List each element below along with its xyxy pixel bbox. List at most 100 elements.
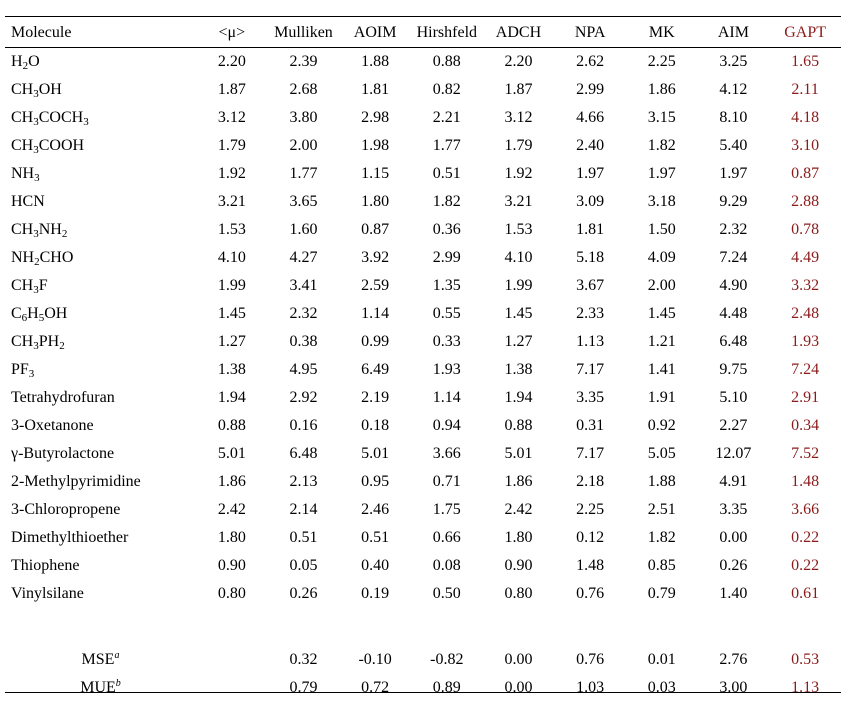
- charge-dipole-table: Molecule <μ> Mulliken AOIM Hirshfeld ADCH NPA M…: [5, 18, 841, 702]
- table-cell: 3.18: [647, 193, 676, 210]
- table-cell: 1.81: [576, 221, 605, 238]
- table-cell: 3.66: [791, 501, 820, 518]
- table-cell: 4.48: [719, 305, 748, 322]
- table-cell: 1.80: [504, 529, 533, 546]
- table-cell: 0.00: [719, 529, 748, 546]
- table-cell: 5.40: [719, 137, 748, 154]
- table-row: CH3F 1.99 3.41 2.59 1.35 1.99 3.67 2.00 4.90 3.32: [5, 272, 841, 300]
- table-cell: 1.93: [432, 361, 461, 378]
- table-cell: 2.59: [361, 277, 390, 294]
- table-cell: 0.71: [432, 473, 461, 490]
- table-row: CH3NH2 1.53 1.60 0.87 0.36 1.53 1.81 1.50 2.32 0.…: [5, 216, 841, 244]
- table-cell: 1.92: [504, 165, 533, 182]
- table-cell: 2.27: [719, 417, 748, 434]
- molecule-name: CH3NH2: [5, 216, 196, 244]
- table-cell: 8.10: [719, 109, 748, 126]
- table-cell: 0.90: [504, 557, 533, 574]
- table-cell: 4.12: [719, 81, 748, 98]
- table-cell: 0.18: [361, 417, 390, 434]
- table-cell: 5.18: [576, 249, 605, 266]
- table-cell: 3.92: [361, 249, 390, 266]
- table-cell: 2.92: [289, 389, 318, 406]
- table-cell: 1.88: [647, 473, 676, 490]
- table-cell: 2.19: [361, 389, 390, 406]
- molecule-name: NH3: [5, 160, 196, 188]
- table-row: γ-Butyrolactone 5.01 6.48 5.01 3.66 5.01 7.17 5…: [5, 440, 841, 468]
- table-cell: 3.32: [791, 277, 820, 294]
- table-row: CH3COCH3 3.12 3.80 2.98 2.21 3.12 4.66 3.15 8.10…: [5, 104, 841, 132]
- table-cell: 0.94: [432, 417, 461, 434]
- table-row: HCN 3.21 3.65 1.80 1.82 3.21 3.09 3.18 9.29 2.88: [5, 188, 841, 216]
- table-cell: 1.79: [217, 137, 246, 154]
- table-cell: 3.41: [289, 277, 318, 294]
- table-row: CH3COOH 1.79 2.00 1.98 1.77 1.79 2.40 1.82 5.40 3…: [5, 132, 841, 160]
- table-cell: 0.87: [791, 165, 820, 182]
- table-cell: 2.46: [361, 501, 390, 518]
- formula-text: HCN: [11, 193, 45, 210]
- table-cell: 2.91: [791, 389, 820, 406]
- table-cell: 6.49: [361, 361, 390, 378]
- table-cell: 1.86: [647, 81, 676, 98]
- table-cell: 1.86: [217, 473, 246, 490]
- table-cell: 0.19: [361, 585, 390, 602]
- table-cell: 2.00: [289, 137, 318, 154]
- table-cell: 4.18: [791, 109, 820, 126]
- molecule-name: NH2CHO: [5, 244, 196, 272]
- summary-cell: 1.13: [791, 679, 820, 696]
- table-cell: 1.99: [504, 277, 533, 294]
- table-cell: 2.98: [361, 109, 390, 126]
- formula-text: PF: [11, 361, 29, 378]
- table-cell: 2.99: [576, 81, 605, 98]
- formula-text: H: [27, 305, 39, 322]
- table-cell: 5.01: [361, 445, 390, 462]
- formula-subscript: 3: [33, 284, 39, 296]
- table-cell: 1.53: [504, 221, 533, 238]
- table-row: Vinylsilane 0.80 0.26 0.19 0.50 0.80 0.76 0.79 1…: [5, 580, 841, 608]
- spacer-cell: [5, 608, 841, 646]
- summary-label-text: MSE: [81, 651, 115, 668]
- column-header: MK: [648, 24, 675, 41]
- molecule-name: γ-Butyrolactone: [5, 440, 196, 468]
- table-cell: 2.42: [217, 501, 246, 518]
- table-cell: 3.21: [217, 193, 246, 210]
- formula-subscript: 3: [33, 88, 39, 100]
- formula-subscript: 2: [34, 256, 40, 268]
- molecule-name: CH3PH2: [5, 328, 196, 356]
- table-cell: 0.36: [432, 221, 461, 238]
- summary-cell: 0.53: [791, 651, 820, 668]
- table-cell: 1.38: [504, 361, 533, 378]
- formula-text: CH: [11, 221, 34, 238]
- table-cell: 0.88: [504, 417, 533, 434]
- table-cell: 2.62: [576, 53, 605, 70]
- table-cell: 1.14: [432, 389, 461, 406]
- table-cell: 1.79: [504, 137, 533, 154]
- formula-text: 3-Chloropropene: [11, 501, 121, 518]
- table-cell: 7.17: [576, 445, 605, 462]
- table-cell: 2.51: [647, 501, 676, 518]
- table-cell: 0.22: [791, 557, 820, 574]
- molecule-name: 3-Oxetanone: [5, 412, 196, 440]
- formula-subscript: 3: [34, 172, 40, 184]
- table-cell: 0.26: [289, 585, 318, 602]
- table-cell: 1.97: [719, 165, 748, 182]
- table-row: H2O 2.20 2.39 1.88 0.88 2.20 2.62 2.25 3.25 1.65: [5, 48, 841, 76]
- column-header: Molecule: [11, 24, 72, 41]
- table-cell: 7.24: [791, 361, 820, 378]
- column-header: ADCH: [495, 24, 542, 41]
- table-cell: 6.48: [719, 333, 748, 350]
- summary-cell: 1.03: [576, 679, 605, 696]
- table-cell: 1.14: [361, 305, 390, 322]
- table-cell: 0.12: [576, 529, 605, 546]
- table-cell: 2.25: [647, 53, 676, 70]
- formula-subscript: 5: [38, 312, 45, 324]
- formula-text: 3-Oxetanone: [11, 417, 94, 434]
- table-cell: 5.10: [719, 389, 748, 406]
- formula-text: CH: [11, 109, 34, 126]
- column-header: AIM: [717, 24, 749, 41]
- table-cell: 1.40: [719, 585, 748, 602]
- table-cell: 1.48: [791, 473, 820, 490]
- table-cell: 2.21: [432, 109, 461, 126]
- table-cell: 4.27: [289, 249, 318, 266]
- table-cell: 2.48: [791, 305, 820, 322]
- table-cell: 1.97: [576, 165, 605, 182]
